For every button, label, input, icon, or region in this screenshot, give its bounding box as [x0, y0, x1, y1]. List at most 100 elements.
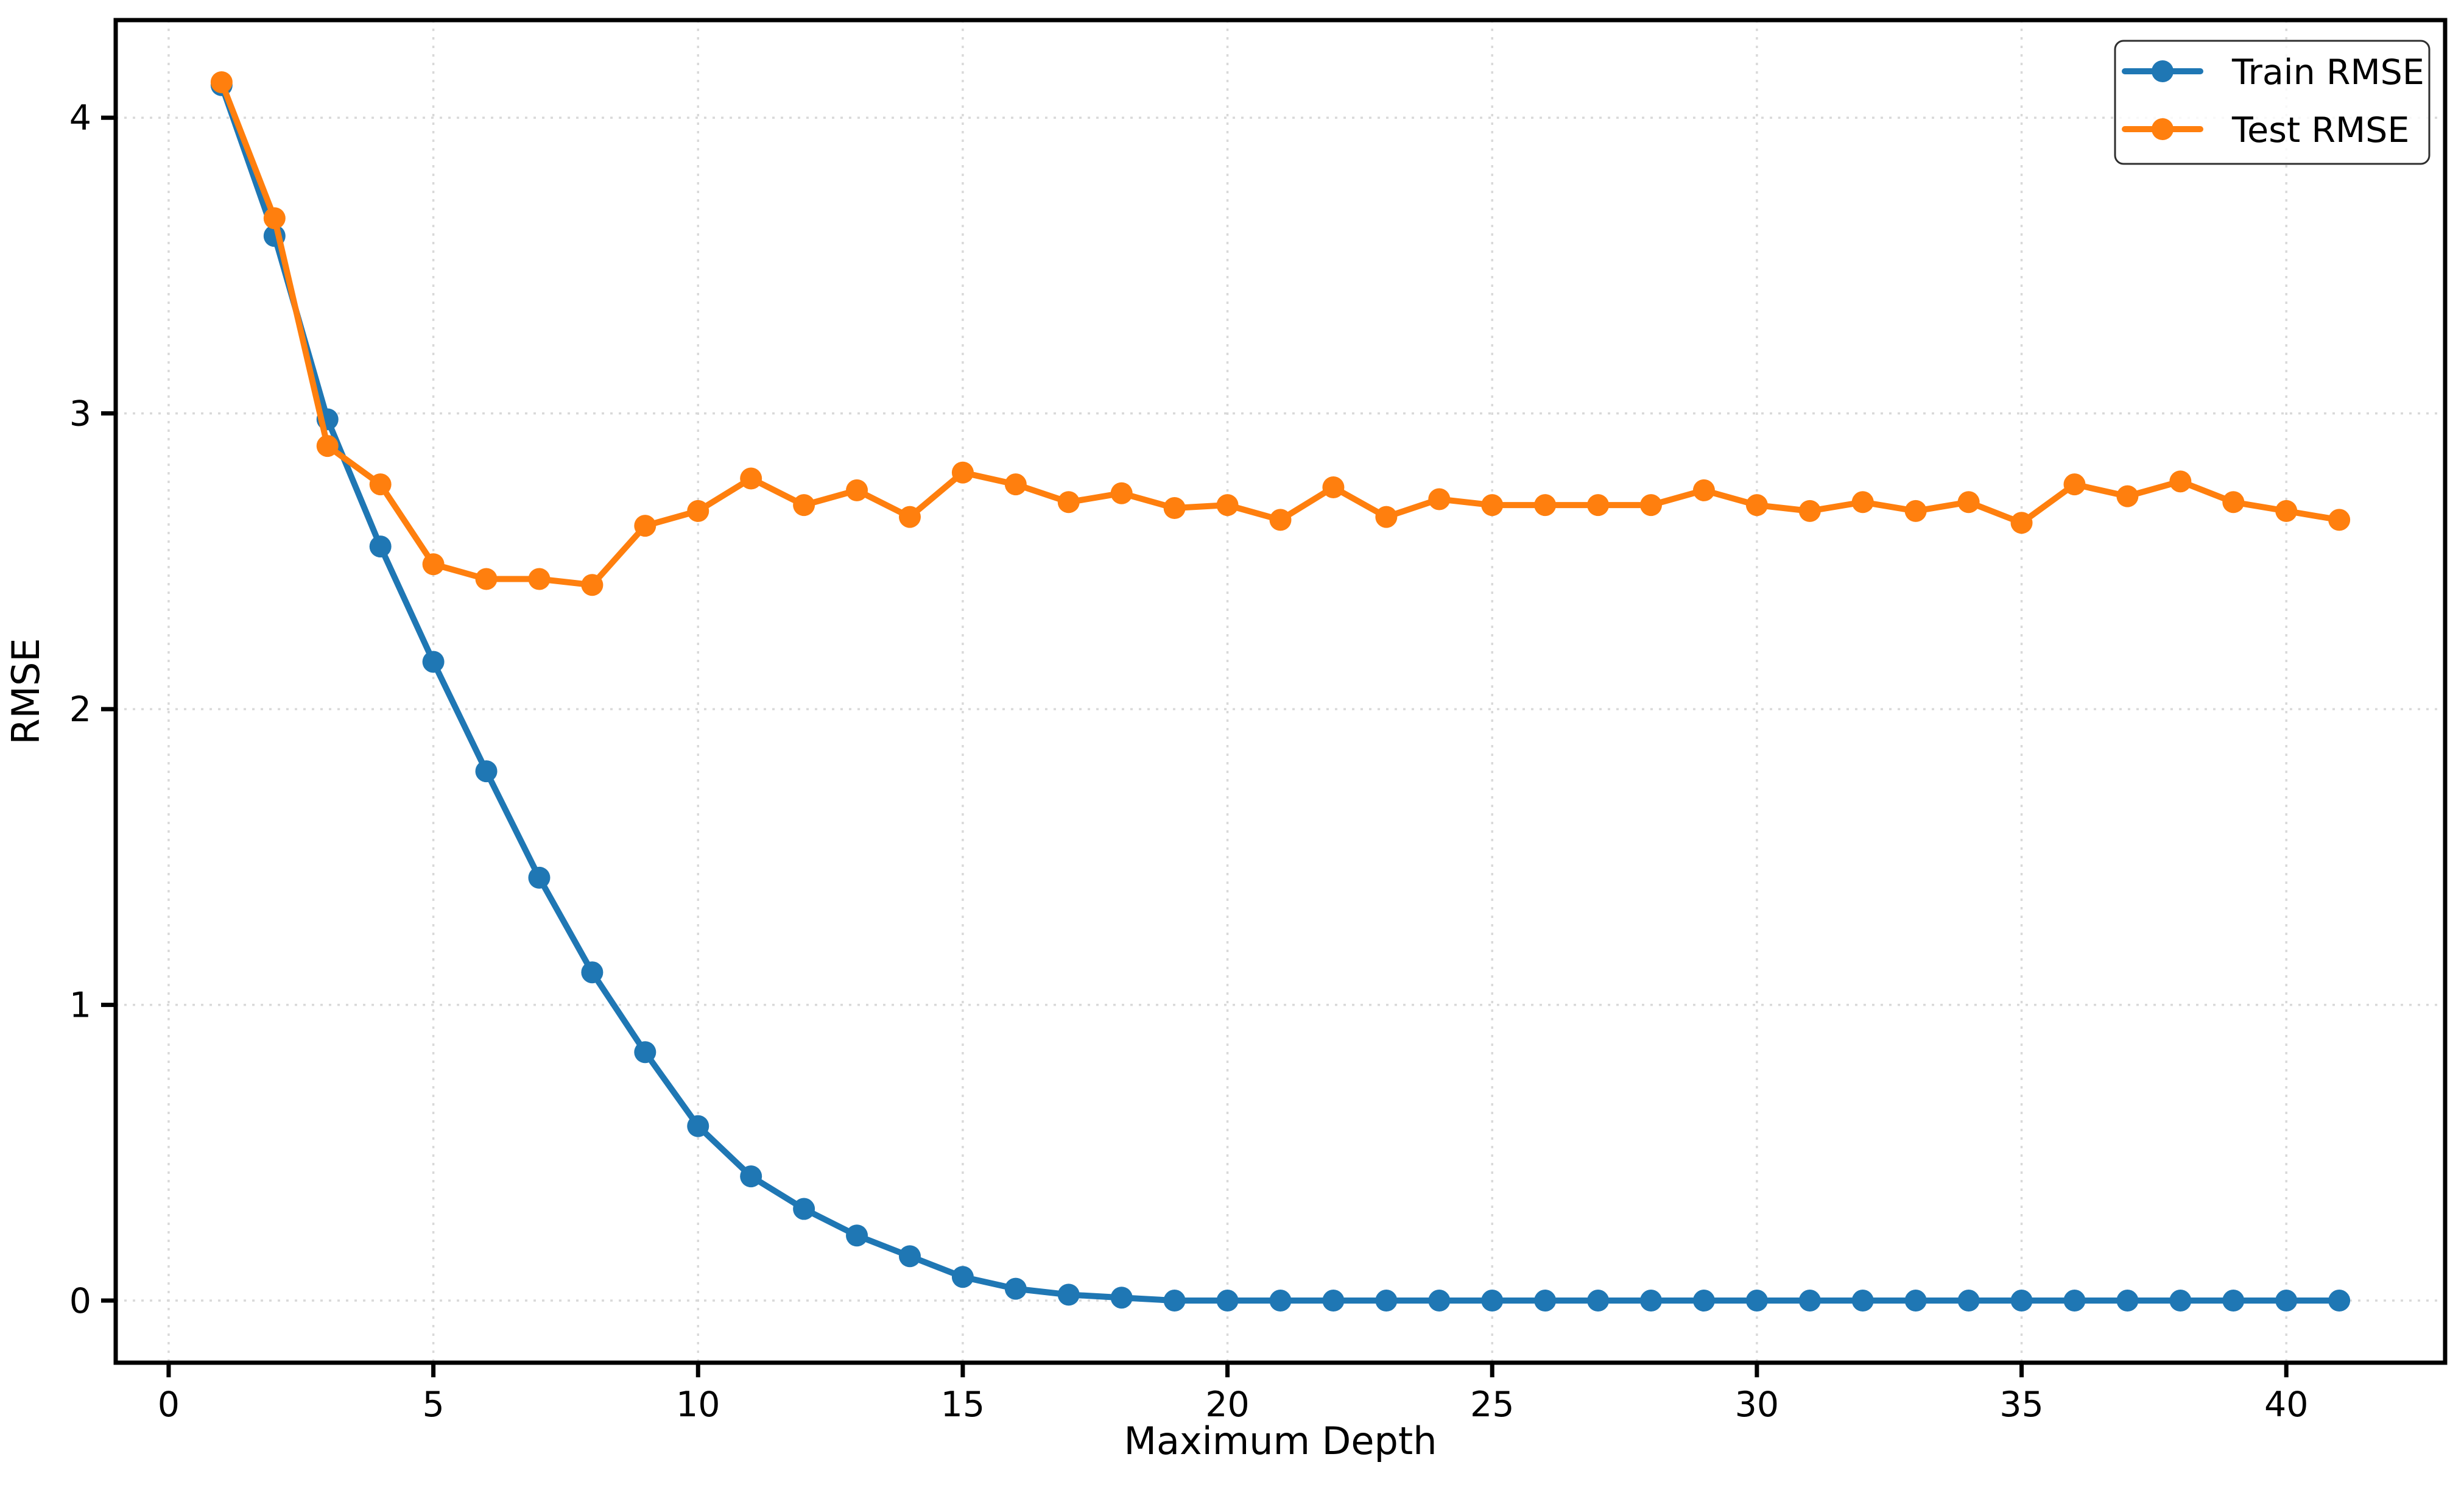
- train-rmse-marker: [1216, 1290, 1239, 1312]
- train-rmse-marker: [2116, 1290, 2139, 1312]
- test-rmse-marker: [1216, 494, 1239, 517]
- plot-border: [113, 18, 2448, 1365]
- test-rmse-marker: [581, 574, 604, 596]
- train-rmse-marker: [1640, 1290, 1663, 1312]
- train-rmse-marker: [1110, 1287, 1133, 1309]
- train-rmse-marker: [1428, 1290, 1451, 1312]
- train-rmse-marker: [1957, 1290, 1980, 1312]
- test-rmse-marker: [793, 494, 815, 517]
- test-rmse-marker: [1798, 500, 1821, 522]
- x-tick-label: 5: [422, 1385, 444, 1425]
- train-rmse-marker: [475, 760, 498, 783]
- train-rmse-marker: [1798, 1290, 1821, 1312]
- test-rmse-marker: [1904, 500, 1927, 522]
- x-tick-label: 40: [2264, 1385, 2309, 1425]
- train-rmse-marker: [1587, 1290, 1610, 1312]
- train-rmse-marker: [1481, 1290, 1504, 1312]
- train-rmse-marker: [1375, 1290, 1398, 1312]
- legend-test-rmse-marker: [2152, 118, 2174, 140]
- test-rmse-marker: [1269, 509, 1292, 531]
- test-rmse-marker: [687, 500, 709, 522]
- train-rmse-marker: [1692, 1290, 1715, 1312]
- train-rmse-marker: [1269, 1290, 1292, 1312]
- test-rmse-marker: [1534, 494, 1557, 517]
- train-rmse-marker: [581, 961, 604, 984]
- test-rmse-marker: [2010, 512, 2033, 534]
- legend: Train RMSE Test RMSE: [2114, 40, 2431, 165]
- legend-train-rmse-label: Train RMSE: [2231, 52, 2424, 93]
- train-rmse-marker: [2010, 1290, 2033, 1312]
- test-rmse-marker: [1481, 494, 1504, 517]
- test-rmse-marker: [1375, 506, 1398, 528]
- tick-labels: 0 5 10 15 20 25 30 35 40 0 1 2 3 4: [69, 98, 2309, 1425]
- test-rmse-marker: [210, 71, 233, 93]
- test-rmse-marker: [316, 435, 339, 457]
- data-series: [210, 71, 2351, 1312]
- train-rmse-marker: [2275, 1290, 2298, 1312]
- test-rmse-marker: [634, 515, 656, 537]
- train-rmse-marker: [1163, 1290, 1186, 1312]
- test-rmse-marker: [1322, 476, 1345, 499]
- test-rmse-marker: [1745, 494, 1768, 517]
- train-rmse-marker: [1851, 1290, 1874, 1312]
- train-rmse-marker: [2169, 1290, 2192, 1312]
- y-tick-label: 0: [69, 1281, 91, 1321]
- test-rmse-marker: [898, 506, 921, 528]
- train-rmse-marker: [369, 535, 392, 558]
- train-rmse-marker: [1745, 1290, 1768, 1312]
- train-rmse-marker: [634, 1041, 656, 1064]
- train-rmse-marker: [422, 651, 445, 673]
- train-rmse-marker: [1534, 1290, 1557, 1312]
- test-rmse-marker: [951, 461, 974, 484]
- axis-labels: Maximum Depth RMSE: [4, 638, 1437, 1463]
- test-rmse-marker: [2063, 473, 2086, 496]
- test-rmse-marker: [422, 553, 445, 576]
- train-rmse-marker: [2328, 1290, 2351, 1312]
- test-rmse-marker: [2222, 491, 2245, 514]
- legend-train-rmse-marker: [2152, 60, 2174, 82]
- test-rmse-marker: [846, 479, 868, 501]
- test-rmse-marker: [740, 467, 762, 490]
- x-tick-label: 15: [941, 1385, 985, 1425]
- test-rmse-marker: [2116, 485, 2139, 507]
- train-rmse-marker: [846, 1224, 868, 1247]
- train-rmse-marker: [1322, 1290, 1345, 1312]
- train-rmse-marker: [528, 866, 551, 889]
- test-rmse-marker: [1692, 479, 1715, 501]
- test-rmse-marker: [528, 568, 551, 590]
- x-axis-label: Maximum Depth: [1124, 1419, 1437, 1463]
- train-rmse-marker: [2222, 1290, 2245, 1312]
- train-rmse-marker: [793, 1198, 815, 1220]
- test-rmse-marker: [1640, 494, 1663, 517]
- x-tick-label: 10: [676, 1385, 720, 1425]
- y-tick-label: 4: [69, 98, 91, 138]
- x-tick-label: 20: [1205, 1385, 1250, 1425]
- x-tick-label: 35: [1999, 1385, 2044, 1425]
- test-rmse-marker: [369, 473, 392, 496]
- test-rmse-marker: [475, 568, 498, 590]
- test-rmse-marker: [1004, 473, 1027, 496]
- x-tick-label: 30: [1735, 1385, 1779, 1425]
- legend-test-rmse-label: Test RMSE: [2231, 110, 2409, 150]
- test-rmse-marker: [2169, 470, 2192, 493]
- test-rmse-marker: [2275, 500, 2298, 522]
- train-rmse-marker: [1904, 1290, 1927, 1312]
- test-rmse-marker: [263, 207, 286, 230]
- y-tick-label: 1: [69, 986, 91, 1026]
- train-rmse-marker: [1057, 1283, 1080, 1306]
- train-rmse-marker: [740, 1165, 762, 1188]
- gridlines: [116, 20, 2445, 1363]
- test-rmse-marker: [1428, 488, 1451, 510]
- x-tick-label: 25: [1470, 1385, 1515, 1425]
- test-rmse-marker: [1110, 482, 1133, 504]
- test-rmse-marker: [1957, 491, 1980, 514]
- y-axis-label: RMSE: [4, 638, 48, 744]
- test-rmse-marker: [1163, 497, 1186, 520]
- train-rmse-marker: [951, 1266, 974, 1288]
- test-rmse-marker: [1587, 494, 1610, 517]
- train-rmse-marker: [2063, 1290, 2086, 1312]
- test-rmse-marker: [1851, 491, 1874, 514]
- axes: [101, 18, 2448, 1377]
